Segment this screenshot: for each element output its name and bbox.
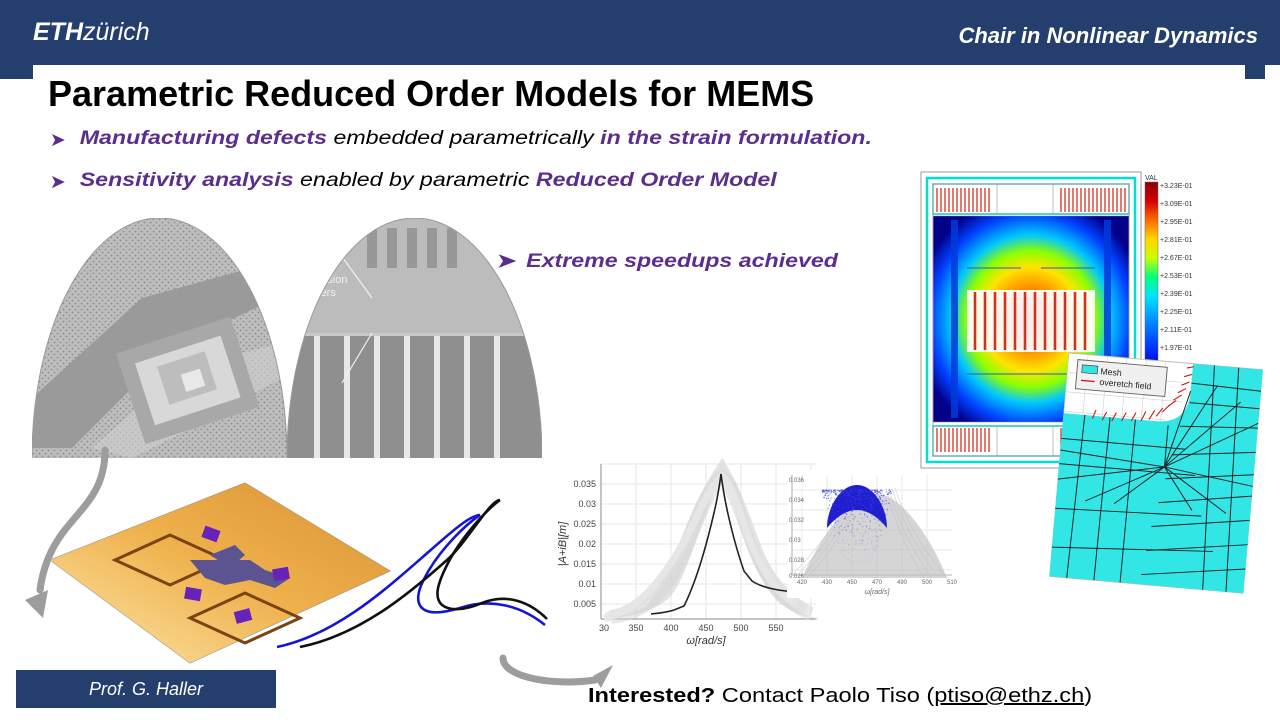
svg-text:450: 450 [847, 580, 858, 586]
svg-text:350: 350 [628, 623, 643, 633]
svg-text:+2.11E-01: +2.11E-01 [1160, 327, 1192, 334]
svg-text:0.03: 0.03 [789, 538, 801, 544]
svg-text:+3.09E-01: +3.09E-01 [1160, 201, 1193, 208]
svg-text:ω[rad/s]: ω[rad/s] [686, 635, 726, 646]
svg-text:400: 400 [663, 623, 678, 633]
svg-text:Suspension: Suspension [290, 274, 348, 286]
svg-text:|A+iB|[m]: |A+iB|[m] [557, 521, 569, 566]
svg-text:+2.81E-01: +2.81E-01 [1160, 237, 1193, 244]
svg-text:0.035: 0.035 [573, 479, 596, 489]
svg-text:+2.67E-01: +2.67E-01 [1160, 255, 1193, 262]
svg-text:470: 470 [872, 580, 883, 586]
svg-text:VAL: VAL [1145, 175, 1158, 182]
svg-text:0.032: 0.032 [789, 518, 805, 524]
svg-text:0.015: 0.015 [573, 559, 596, 569]
svg-text:0.028: 0.028 [789, 558, 805, 564]
svg-text:0.025: 0.025 [573, 519, 596, 529]
svg-text:30: 30 [599, 623, 609, 633]
svg-text:510: 510 [947, 580, 958, 586]
svg-text:ω[rad/s]: ω[rad/s] [865, 589, 891, 596]
svg-text:Members: Members [290, 287, 336, 299]
svg-text:490: 490 [897, 580, 908, 586]
svg-text:0.01: 0.01 [578, 579, 596, 589]
svg-text:0.03: 0.03 [578, 499, 596, 509]
svg-text:+2.95E-01: +2.95E-01 [1160, 219, 1193, 226]
svg-text:430: 430 [822, 580, 833, 586]
svg-text:550: 550 [768, 623, 783, 633]
svg-text:0.005: 0.005 [573, 599, 596, 609]
svg-text:450: 450 [698, 623, 713, 633]
svg-text:+2.39E-01: +2.39E-01 [1160, 291, 1193, 298]
svg-text:+2.53E-01: +2.53E-01 [1160, 273, 1193, 280]
svg-text:+3.23E-01: +3.23E-01 [1160, 183, 1193, 190]
svg-text:0.036: 0.036 [789, 478, 805, 484]
svg-text:0.034: 0.034 [789, 498, 805, 504]
svg-text:500: 500 [922, 580, 933, 586]
svg-text:500: 500 [733, 623, 748, 633]
svg-text:+2.25E-01: +2.25E-01 [1160, 309, 1193, 316]
svg-text:+1.97E-01: +1.97E-01 [1160, 345, 1193, 352]
svg-text:420: 420 [797, 580, 808, 586]
svg-text:0.02: 0.02 [578, 539, 596, 549]
